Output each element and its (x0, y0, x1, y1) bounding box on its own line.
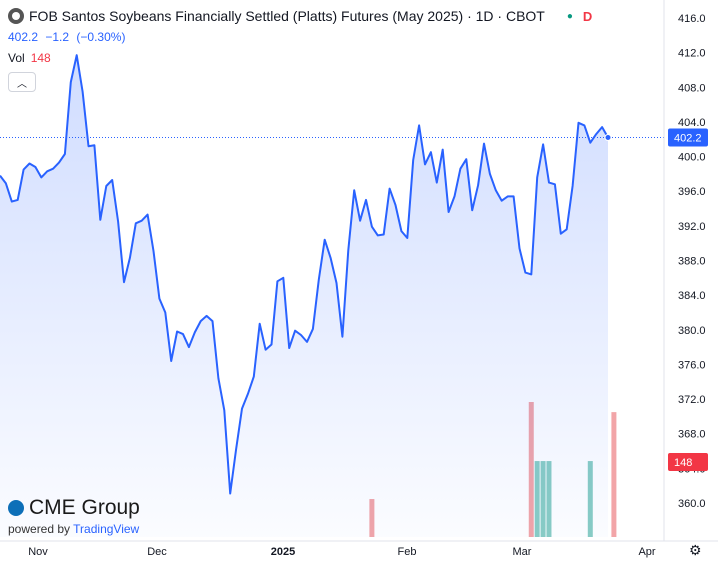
price-change: −1.2 (45, 30, 70, 44)
chart-header: FOB Santos Soybeans Financially Settled … (8, 8, 592, 24)
last-price: 402.2 (8, 30, 39, 44)
x-tick-label-1: Dec (147, 546, 167, 558)
price-line (0, 54, 609, 495)
y-tick-label-11: 372.0 (678, 394, 706, 406)
y-tick-label-3: 404.0 (678, 117, 706, 129)
last-price-badge-bg (668, 128, 708, 147)
y-tick-label-8: 384.0 (678, 290, 706, 302)
x-tick-label-5: Apr (638, 546, 655, 558)
volume-label: Vol (8, 51, 25, 65)
axis-badges: 402.2 148 (668, 128, 708, 471)
market-status-icon: ● (566, 10, 573, 22)
company-name: CME Group (29, 496, 140, 519)
x-axis: Nov Dec 2025 Feb Mar Apr (0, 540, 718, 558)
x-tick-label-4: Mar (513, 546, 532, 558)
chevron-up-icon: ︿ (17, 78, 27, 90)
y-tick-label-14: 360.0 (678, 498, 706, 510)
gear-icon[interactable]: ⚙ (689, 542, 702, 558)
volume-value: 148 (30, 51, 51, 65)
chart-title: FOB Santos Soybeans Financially Settled … (29, 8, 545, 24)
branding: CME Group powered by TradingView (8, 496, 140, 536)
x-tick-label-3: Feb (398, 546, 417, 558)
y-tick-label-1: 412.0 (678, 48, 706, 60)
volume-badge: 148 (674, 457, 692, 469)
price-change-pct: (−0.30%) (76, 30, 126, 44)
volume-bar-6 (611, 412, 617, 537)
symbol-logo-icon (8, 8, 24, 24)
y-tick-label-10: 376.0 (678, 359, 706, 371)
quote-line: 402.2 −1.2 (−0.30%) (8, 30, 129, 44)
y-axis: 416.0 412.0 408.0 404.0 400.0 396.0 392.0 388.0… (663, 0, 706, 541)
last-price-dot (604, 134, 612, 142)
platform-name: TradingView (73, 522, 140, 536)
x-tick-label-2: 2025 (271, 546, 295, 558)
y-tick-label-0: 416.0 (678, 13, 706, 25)
y-tick-label-6: 392.0 (678, 221, 706, 233)
y-tick-label-5: 396.0 (678, 186, 706, 198)
y-tick-label-4: 400.0 (678, 152, 706, 164)
cme-globe-icon (8, 500, 24, 516)
delayed-badge: D (582, 8, 593, 24)
powered-by-text: powered by (8, 522, 71, 536)
last-price-badge: 402.2 (674, 133, 702, 145)
y-tick-label-9: 380.0 (678, 325, 706, 337)
y-tick-label-7: 388.0 (678, 256, 706, 268)
volume-legend: Vol 148 (8, 51, 51, 65)
x-tick-label-0: Nov (28, 546, 48, 558)
price-area-fill (0, 55, 608, 537)
y-tick-label-2: 408.0 (678, 82, 706, 94)
volume-badge-bg (668, 453, 708, 471)
y-tick-label-12: 368.0 (678, 429, 706, 441)
collapse-legend-button[interactable]: ︿ (8, 72, 36, 92)
